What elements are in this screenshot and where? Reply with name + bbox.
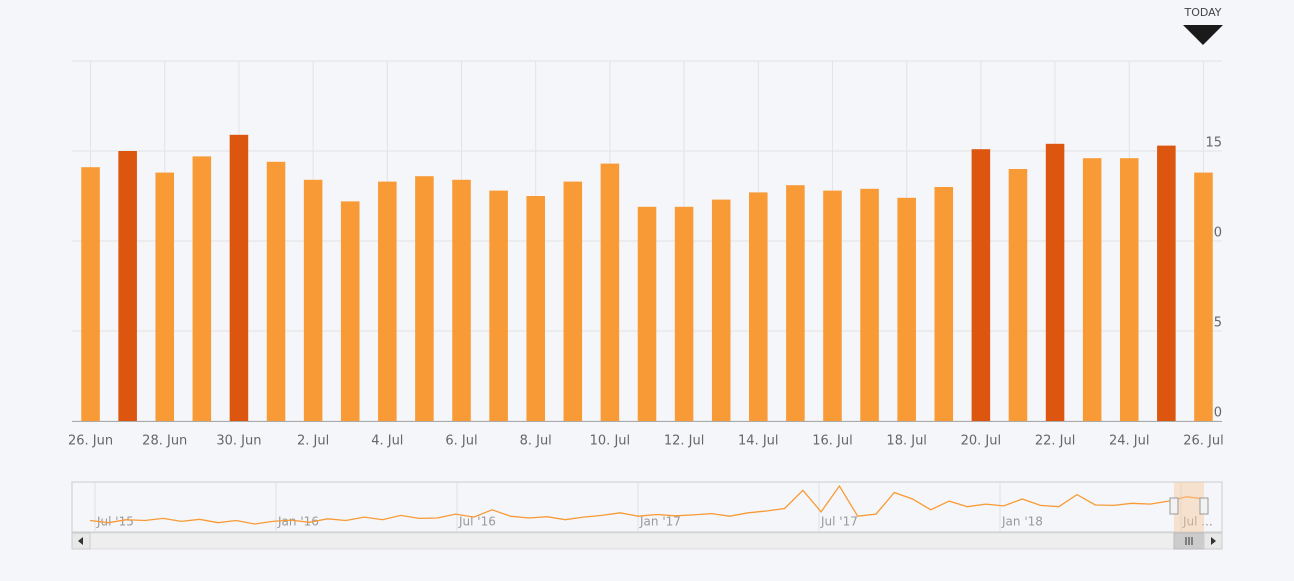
- x-tick-label: 8. Jul: [520, 434, 552, 449]
- x-tick-label: 24. Jul: [1109, 434, 1150, 449]
- navigator-selection[interactable]: [1174, 482, 1204, 532]
- bar: [1157, 145, 1176, 421]
- bar: [786, 185, 805, 421]
- bar: [1194, 172, 1213, 421]
- arrow-right: [1211, 537, 1216, 545]
- bar: [229, 134, 249, 422]
- bar: [378, 181, 397, 421]
- navigator-handle[interactable]: [1169, 497, 1179, 515]
- bar: [897, 197, 916, 421]
- bar: [1008, 169, 1028, 421]
- x-tick-label: 16. Jul: [812, 434, 853, 449]
- x-tick-label: 26. Jun: [68, 434, 113, 449]
- y-tick-label: 0: [1214, 406, 1222, 421]
- x-tick-label: 6. Jul: [445, 434, 477, 449]
- bar: [860, 188, 879, 421]
- bar: [637, 206, 657, 421]
- bar: [340, 201, 360, 421]
- bar: [674, 206, 694, 421]
- x-tick-label: 14. Jul: [738, 434, 779, 449]
- bar: [452, 179, 471, 421]
- x-tick-label: 12. Jul: [664, 434, 705, 449]
- bar: [600, 163, 620, 421]
- navigator: [71, 481, 1223, 533]
- nav-label: Jul '16: [458, 515, 496, 529]
- nav-label: Jul '17: [820, 515, 858, 529]
- bar: [823, 190, 842, 421]
- nav-label: Jul ...: [1182, 515, 1213, 529]
- bar: [1045, 143, 1065, 422]
- x-tick-label: 10. Jul: [590, 434, 631, 449]
- bar: [303, 179, 323, 421]
- x-tick-label: 28. Jun: [142, 434, 187, 449]
- bar: [749, 192, 768, 421]
- x-tick-label: 2. Jul: [297, 434, 329, 449]
- bar: [971, 149, 991, 421]
- bar: [81, 167, 100, 421]
- bar: [526, 196, 545, 421]
- bar: [711, 199, 731, 421]
- arrow-left: [78, 537, 83, 545]
- nav-line: [89, 484, 1206, 525]
- y-tick-label: 15: [1205, 136, 1222, 151]
- nav-label: Jan '18: [1001, 515, 1043, 529]
- x-tick-label: 20. Jul: [961, 434, 1002, 449]
- bar: [415, 176, 434, 421]
- today-marker: [1183, 25, 1223, 45]
- bar: [118, 151, 137, 421]
- bar: [934, 187, 954, 421]
- navigator-handle[interactable]: [1199, 497, 1209, 515]
- x-tick-label: 4. Jul: [371, 434, 403, 449]
- navigator-content: Jul '15 Jan '16 Jul '16 Jan '17 Jul '17 Jan '…: [89, 482, 1213, 532]
- bar: [155, 172, 175, 421]
- scrollbar-track[interactable]: [71, 532, 1223, 550]
- nav-label: Jan '17: [639, 515, 681, 529]
- x-tick-label: 30. Jun: [216, 434, 261, 449]
- bars: [81, 134, 1213, 422]
- today-label: TODAY: [1183, 6, 1221, 19]
- y-tick-label: 5: [1214, 316, 1222, 331]
- x-tick-label: 26. Jul: [1183, 434, 1224, 449]
- bar: [1082, 158, 1102, 421]
- thumb-grip: [1185, 537, 1193, 545]
- bar: [1119, 158, 1139, 421]
- x-tick-label: 18. Jul: [886, 434, 927, 449]
- bar: [266, 161, 286, 422]
- bar: [489, 190, 508, 421]
- x-tick-label: 22. Jul: [1035, 434, 1076, 449]
- bar: [563, 181, 583, 421]
- bar: [192, 156, 212, 421]
